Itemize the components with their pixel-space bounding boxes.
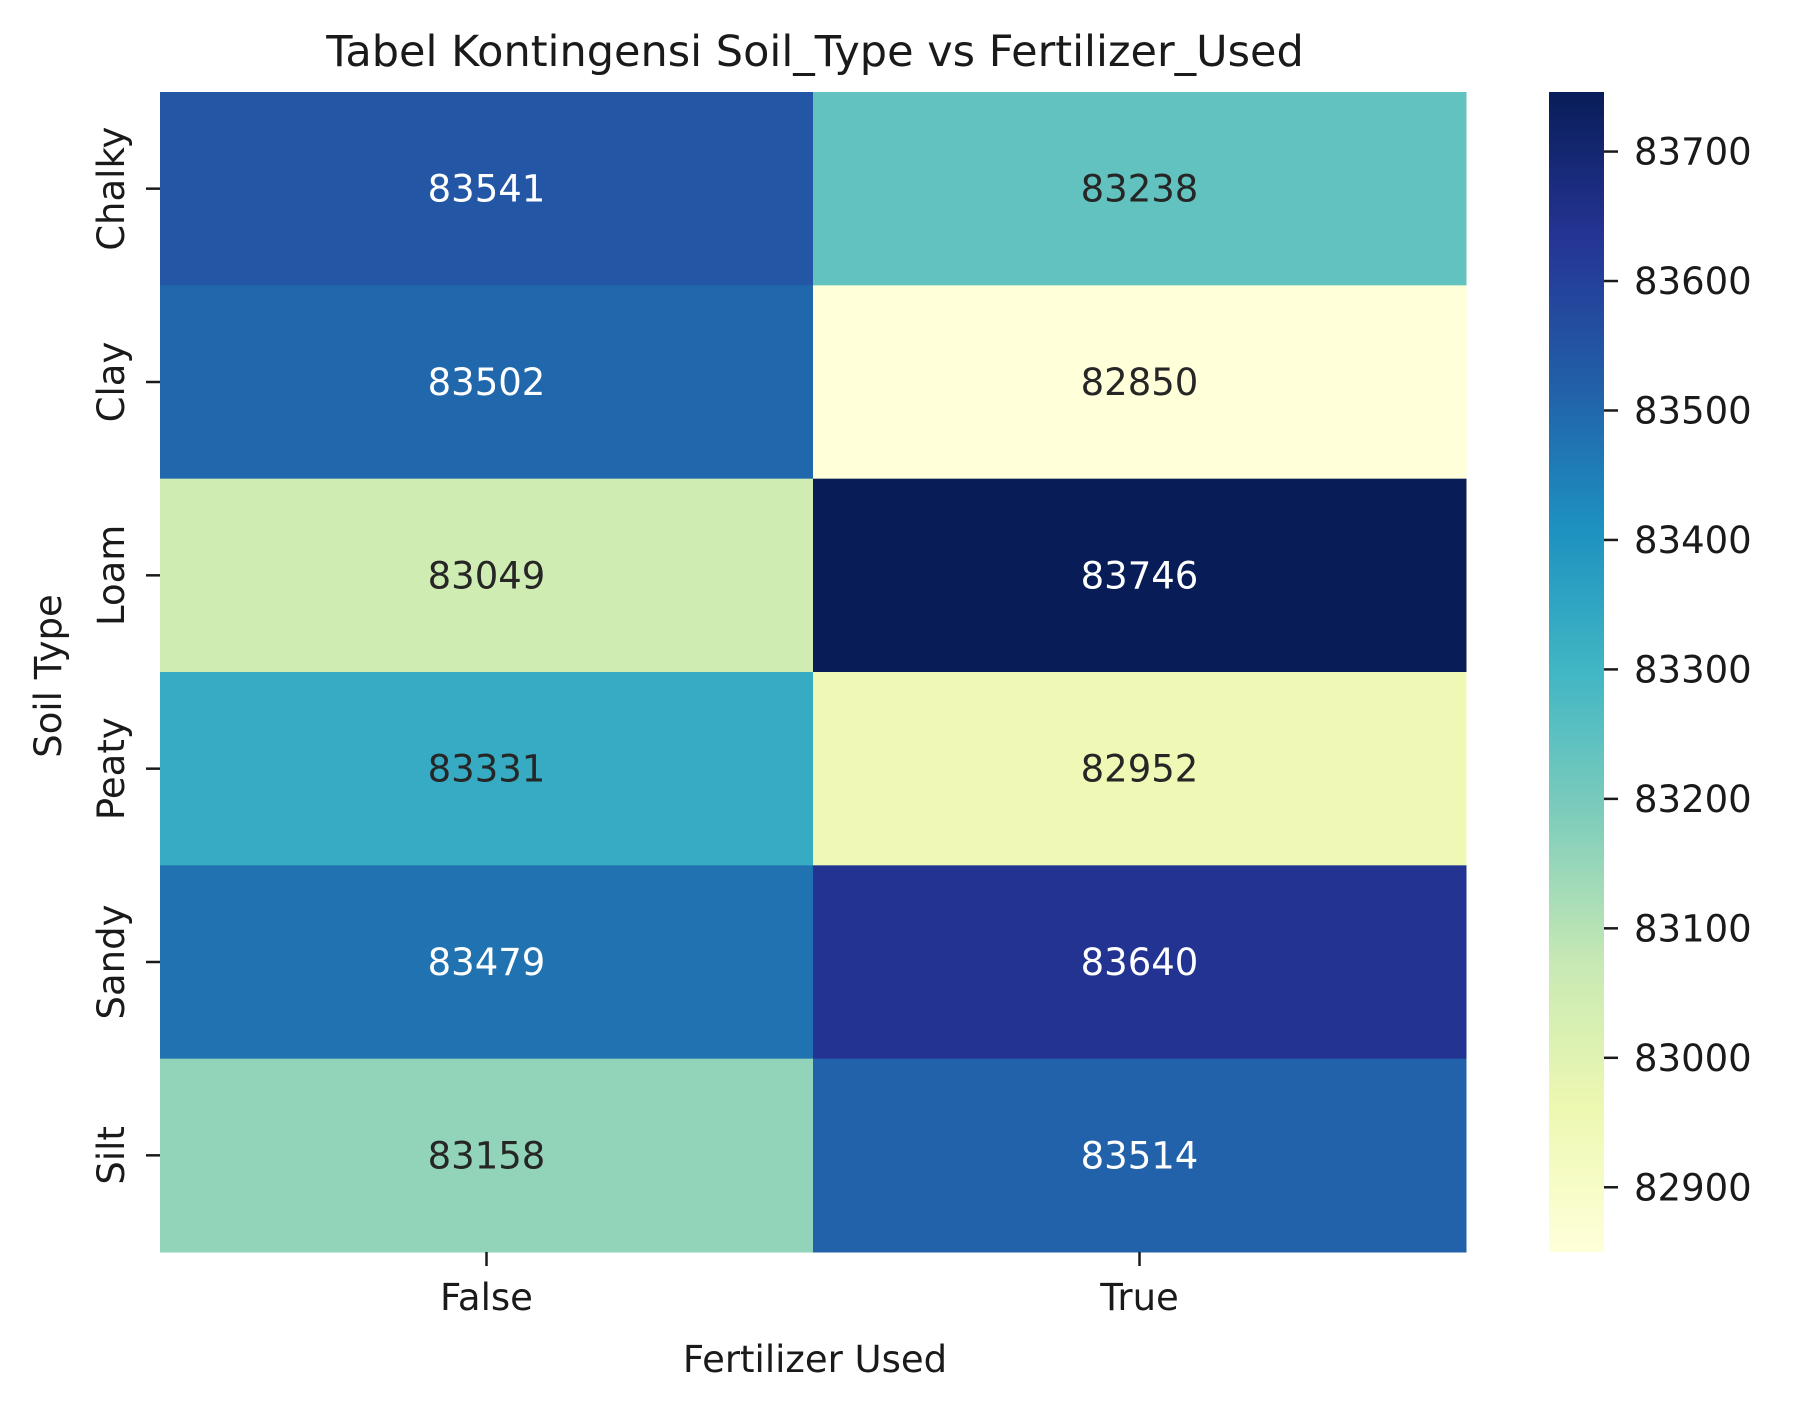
colorbar-gradient	[1549, 92, 1604, 1252]
cell-value-label: 82952	[1081, 748, 1199, 791]
heatmap-cell	[160, 865, 814, 1060]
x-axis-label: Fertilizer Used	[683, 1338, 947, 1381]
x-tick-label: True	[1099, 1276, 1179, 1319]
colorbar-tick-label: 83400	[1634, 519, 1752, 562]
colorbar-tick-label: 83300	[1634, 648, 1752, 691]
heatmap-cell	[160, 478, 814, 673]
cell-value-label: 83479	[428, 941, 546, 984]
cell-value-label: 83331	[428, 748, 546, 791]
heatmap-cell	[160, 285, 814, 480]
colorbar-tick-label: 83600	[1634, 260, 1752, 303]
colorbar-tick-label: 83500	[1634, 389, 1752, 432]
heatmap-cell	[813, 672, 1467, 866]
x-tick-label: False	[440, 1276, 533, 1319]
cell-value-label: 82850	[1081, 361, 1199, 404]
heatmap-cell	[813, 478, 1467, 673]
heatmap-cell	[160, 1058, 814, 1253]
cell-value-label: 83640	[1081, 941, 1199, 984]
y-axis-label: Soil Type	[27, 594, 70, 757]
cell-value-label: 83541	[428, 168, 546, 211]
heatmap-cell	[813, 285, 1467, 480]
colorbar: 82900 83000 83100 83200 83300 83400 83500 83600…	[1549, 92, 1752, 1252]
cell-value-label: 83746	[1081, 554, 1199, 597]
colorbar-tick-label: 82900	[1634, 1166, 1752, 1209]
y-tick-label: Loam	[90, 525, 133, 626]
heatmap-cell	[813, 1058, 1467, 1253]
colorbar-tick-label: 83700	[1634, 131, 1752, 174]
heatmap-cell	[160, 672, 814, 866]
y-axis: Chalky Clay Loam Peaty Sandy Silt	[90, 127, 160, 1185]
y-tick-label: Silt	[90, 1126, 133, 1185]
colorbar-tick-label: 83000	[1634, 1037, 1752, 1080]
heatmap-cell	[813, 865, 1467, 1060]
y-tick-label: Sandy	[90, 905, 133, 1020]
cell-value-label: 83049	[428, 554, 546, 597]
y-tick-label: Clay	[90, 342, 133, 423]
heatmap-cell	[813, 92, 1467, 286]
heatmap-cells: 83541 83238 83502 82850 83049 83746 83331 82952…	[160, 92, 1467, 1253]
colorbar-tick-label: 83100	[1634, 907, 1752, 950]
heatmap-cell	[160, 92, 814, 286]
y-tick-label: Peaty	[90, 717, 133, 820]
cell-value-label: 83238	[1081, 168, 1199, 211]
y-tick-label: Chalky	[90, 127, 133, 251]
cell-value-label: 83502	[428, 361, 546, 404]
x-axis: False True	[440, 1252, 1179, 1319]
colorbar-tick-label: 83200	[1634, 778, 1752, 821]
chart-title: Tabel Kontingensi Soil_Type vs Fertilize…	[325, 27, 1304, 77]
cell-value-label: 83514	[1081, 1134, 1199, 1177]
cell-value-label: 83158	[428, 1134, 546, 1177]
